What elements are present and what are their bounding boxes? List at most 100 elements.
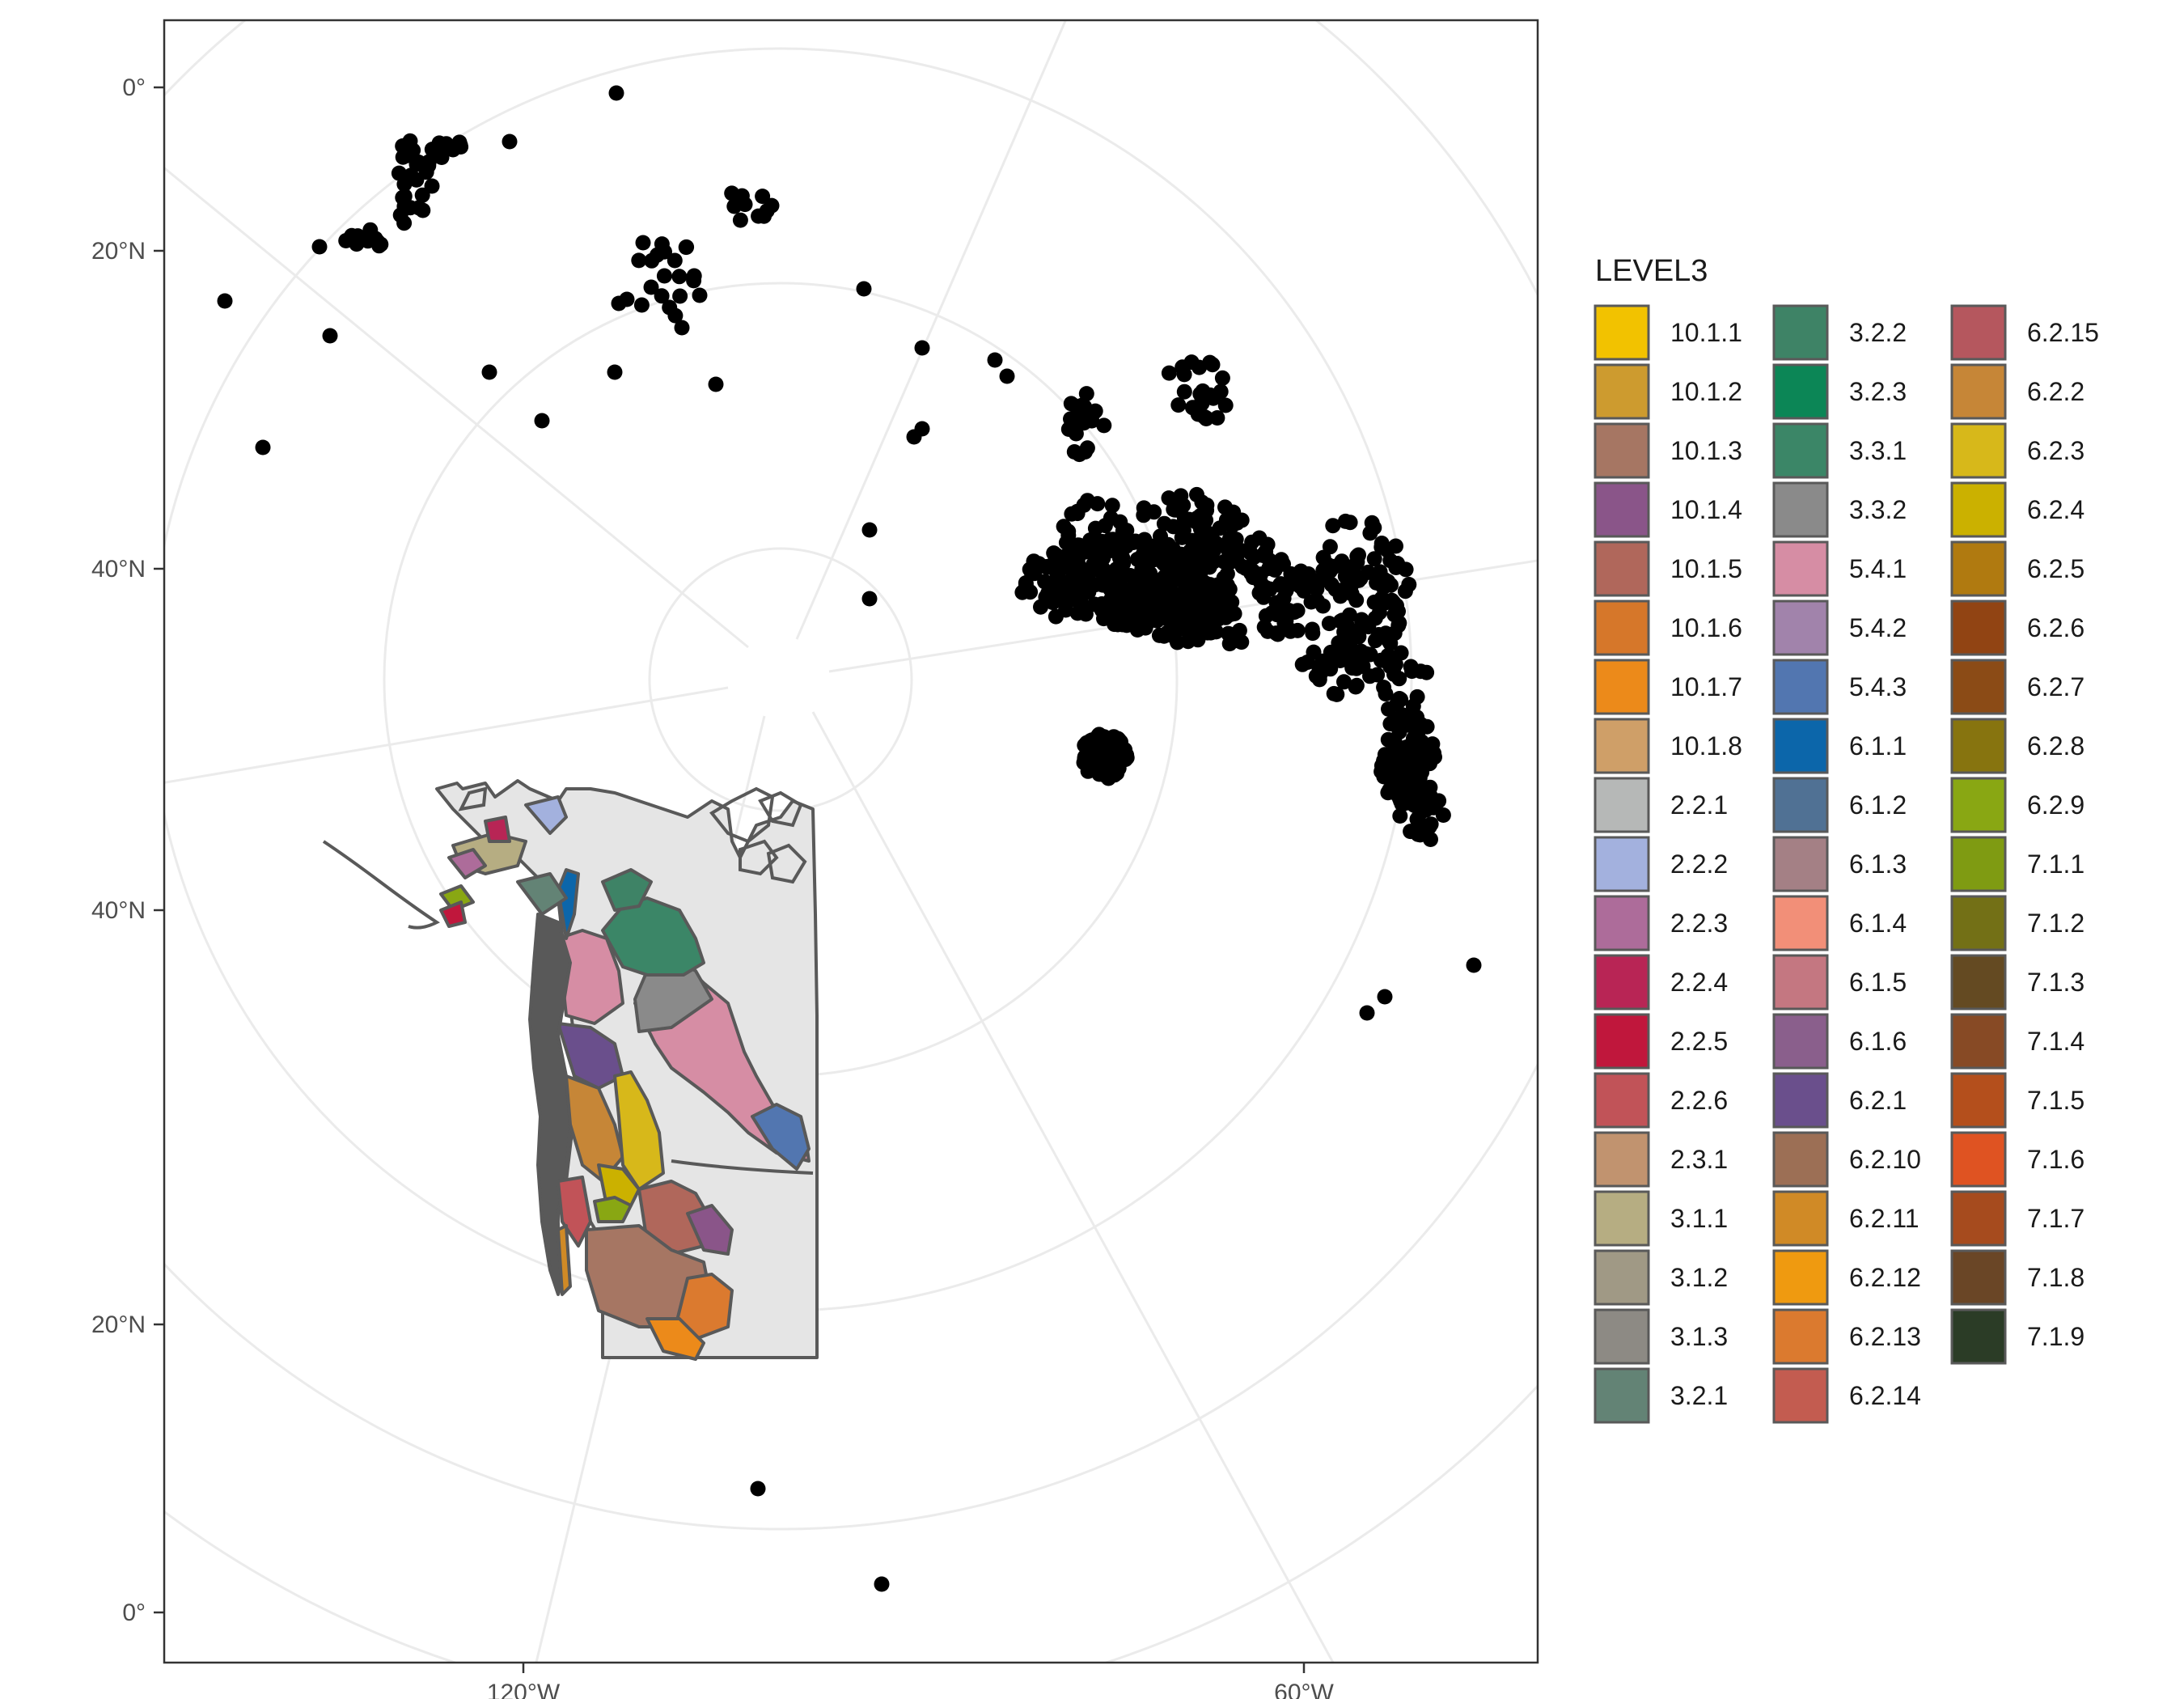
- occurrence-point: [635, 235, 651, 251]
- occurrence-point: [408, 172, 425, 188]
- occurrence-point: [1206, 542, 1222, 558]
- occurrence-point: [395, 149, 411, 165]
- legend-label: 7.1.8: [2027, 1263, 2085, 1292]
- occurrence-point: [255, 439, 271, 455]
- x-tick-label: 60°W: [1274, 1680, 1334, 1699]
- occurrence-point: [1392, 808, 1408, 824]
- occurrence-point: [1060, 527, 1077, 544]
- legend-key-6.1.4: [1772, 895, 1829, 951]
- occurrence-point: [1216, 553, 1232, 570]
- legend-key-10.1.2: [1594, 363, 1650, 420]
- legend-label: 10.1.2: [1670, 377, 1742, 406]
- occurrence-point: [1160, 559, 1176, 575]
- occurrence-point: [1419, 664, 1435, 680]
- occurrence-point: [1334, 554, 1350, 570]
- occurrence-point: [1424, 736, 1441, 752]
- legend-label: 5.4.3: [1849, 672, 1907, 701]
- occurrence-point: [396, 199, 413, 215]
- legend-label: 2.2.1: [1670, 790, 1728, 820]
- occurrence-point: [861, 591, 878, 607]
- occurrence-point: [1377, 989, 1393, 1005]
- legend-key-10.1.8: [1594, 718, 1650, 774]
- occurrence-point: [396, 189, 413, 204]
- occurrence-point: [1040, 585, 1056, 601]
- legend-key-2.3.1: [1594, 1131, 1650, 1188]
- occurrence-point: [751, 208, 767, 224]
- legend-label: 7.1.7: [2027, 1204, 2085, 1233]
- legend-label: 2.2.5: [1670, 1027, 1728, 1056]
- occurrence-point: [1166, 596, 1183, 612]
- occurrence-point: [371, 238, 387, 254]
- occurrence-point: [619, 291, 635, 307]
- occurrence-point: [1078, 386, 1094, 402]
- occurrence-point: [1349, 549, 1365, 565]
- occurrence-point: [1366, 551, 1382, 567]
- occurrence-point: [1362, 525, 1378, 541]
- legend-label: 6.2.4: [2027, 495, 2085, 524]
- legend-label: 5.4.1: [1849, 554, 1907, 583]
- legend-key-5.4.1: [1772, 540, 1829, 597]
- map-panel-border: [163, 19, 1539, 1664]
- occurrence-point: [1261, 561, 1277, 576]
- legend-label: 10.1.3: [1670, 436, 1742, 465]
- occurrence-point: [1097, 518, 1113, 534]
- y-tick-label: 40°N: [91, 556, 146, 583]
- legend-label: 6.1.3: [1849, 850, 1907, 879]
- legend-label: 2.3.1: [1670, 1145, 1728, 1174]
- occurrence-point: [654, 288, 670, 304]
- legend-label: 6.2.3: [2027, 436, 2085, 465]
- legend-key-6.2.2: [1950, 363, 2007, 420]
- legend-key-6.2.4: [1950, 481, 2007, 538]
- occurrence-point: [671, 269, 688, 285]
- occurrence-point: [1353, 643, 1369, 659]
- occurrence-point: [1069, 605, 1086, 621]
- occurrence-point: [1104, 498, 1120, 514]
- occurrence-point: [1353, 620, 1369, 636]
- occurrence-point: [1336, 674, 1352, 690]
- occurrence-point: [1161, 365, 1177, 381]
- occurrence-point: [1071, 447, 1087, 463]
- legend-label: 3.1.1: [1670, 1204, 1728, 1233]
- occurrence-point: [1212, 520, 1228, 536]
- occurrence-point: [1303, 594, 1319, 610]
- occurrence-point: [1256, 619, 1272, 635]
- legend-key-6.1.6: [1772, 1013, 1829, 1070]
- legend-label: 3.3.1: [1849, 436, 1907, 465]
- legend-label: 6.1.5: [1849, 968, 1907, 997]
- occurrence-point: [732, 212, 748, 228]
- occurrence-point: [1348, 592, 1365, 608]
- occurrence-point: [1219, 566, 1235, 582]
- legend-label: 2.2.4: [1670, 968, 1728, 997]
- legend-key-2.2.5: [1594, 1013, 1650, 1070]
- occurrence-point: [1185, 623, 1201, 639]
- legend-label: 5.4.2: [1849, 613, 1907, 642]
- occurrence-point: [1304, 621, 1320, 638]
- occurrence-point: [1282, 623, 1298, 639]
- occurrence-point: [987, 352, 1003, 368]
- occurrence-point: [1367, 610, 1383, 626]
- occurrence-point: [1175, 359, 1191, 375]
- occurrence-point: [1272, 576, 1289, 592]
- y-tick-label: 0°: [122, 1599, 146, 1626]
- x-axis: [522, 1663, 1306, 1673]
- north-america-land: [435, 779, 819, 1361]
- legend-label: 7.1.3: [2027, 968, 2085, 997]
- legend-label: 10.1.6: [1670, 613, 1742, 642]
- occurrence-point: [1089, 753, 1105, 769]
- occurrence-point: [1217, 499, 1233, 515]
- occurrence-point: [1329, 686, 1345, 702]
- legend-key-6.2.9: [1950, 777, 2007, 833]
- occurrence-point: [1410, 722, 1426, 739]
- occurrence-point: [1196, 409, 1213, 425]
- occurrence-point: [1103, 608, 1119, 624]
- x-tick-label: 120°W: [487, 1680, 561, 1699]
- occurrence-point: [1076, 415, 1092, 431]
- occurrence-point: [1142, 608, 1158, 624]
- legend-key-2.2.6: [1594, 1072, 1650, 1129]
- y-tick-label: 40°N: [91, 897, 146, 924]
- occurrence-point: [1389, 776, 1405, 792]
- legend-label: 6.2.2: [2027, 377, 2085, 406]
- occurrence-point: [906, 429, 922, 445]
- legend-label: 10.1.4: [1670, 495, 1742, 524]
- occurrence-point: [1435, 807, 1451, 823]
